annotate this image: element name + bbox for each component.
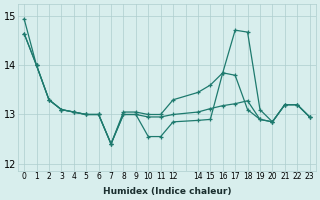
X-axis label: Humidex (Indice chaleur): Humidex (Indice chaleur): [103, 187, 231, 196]
